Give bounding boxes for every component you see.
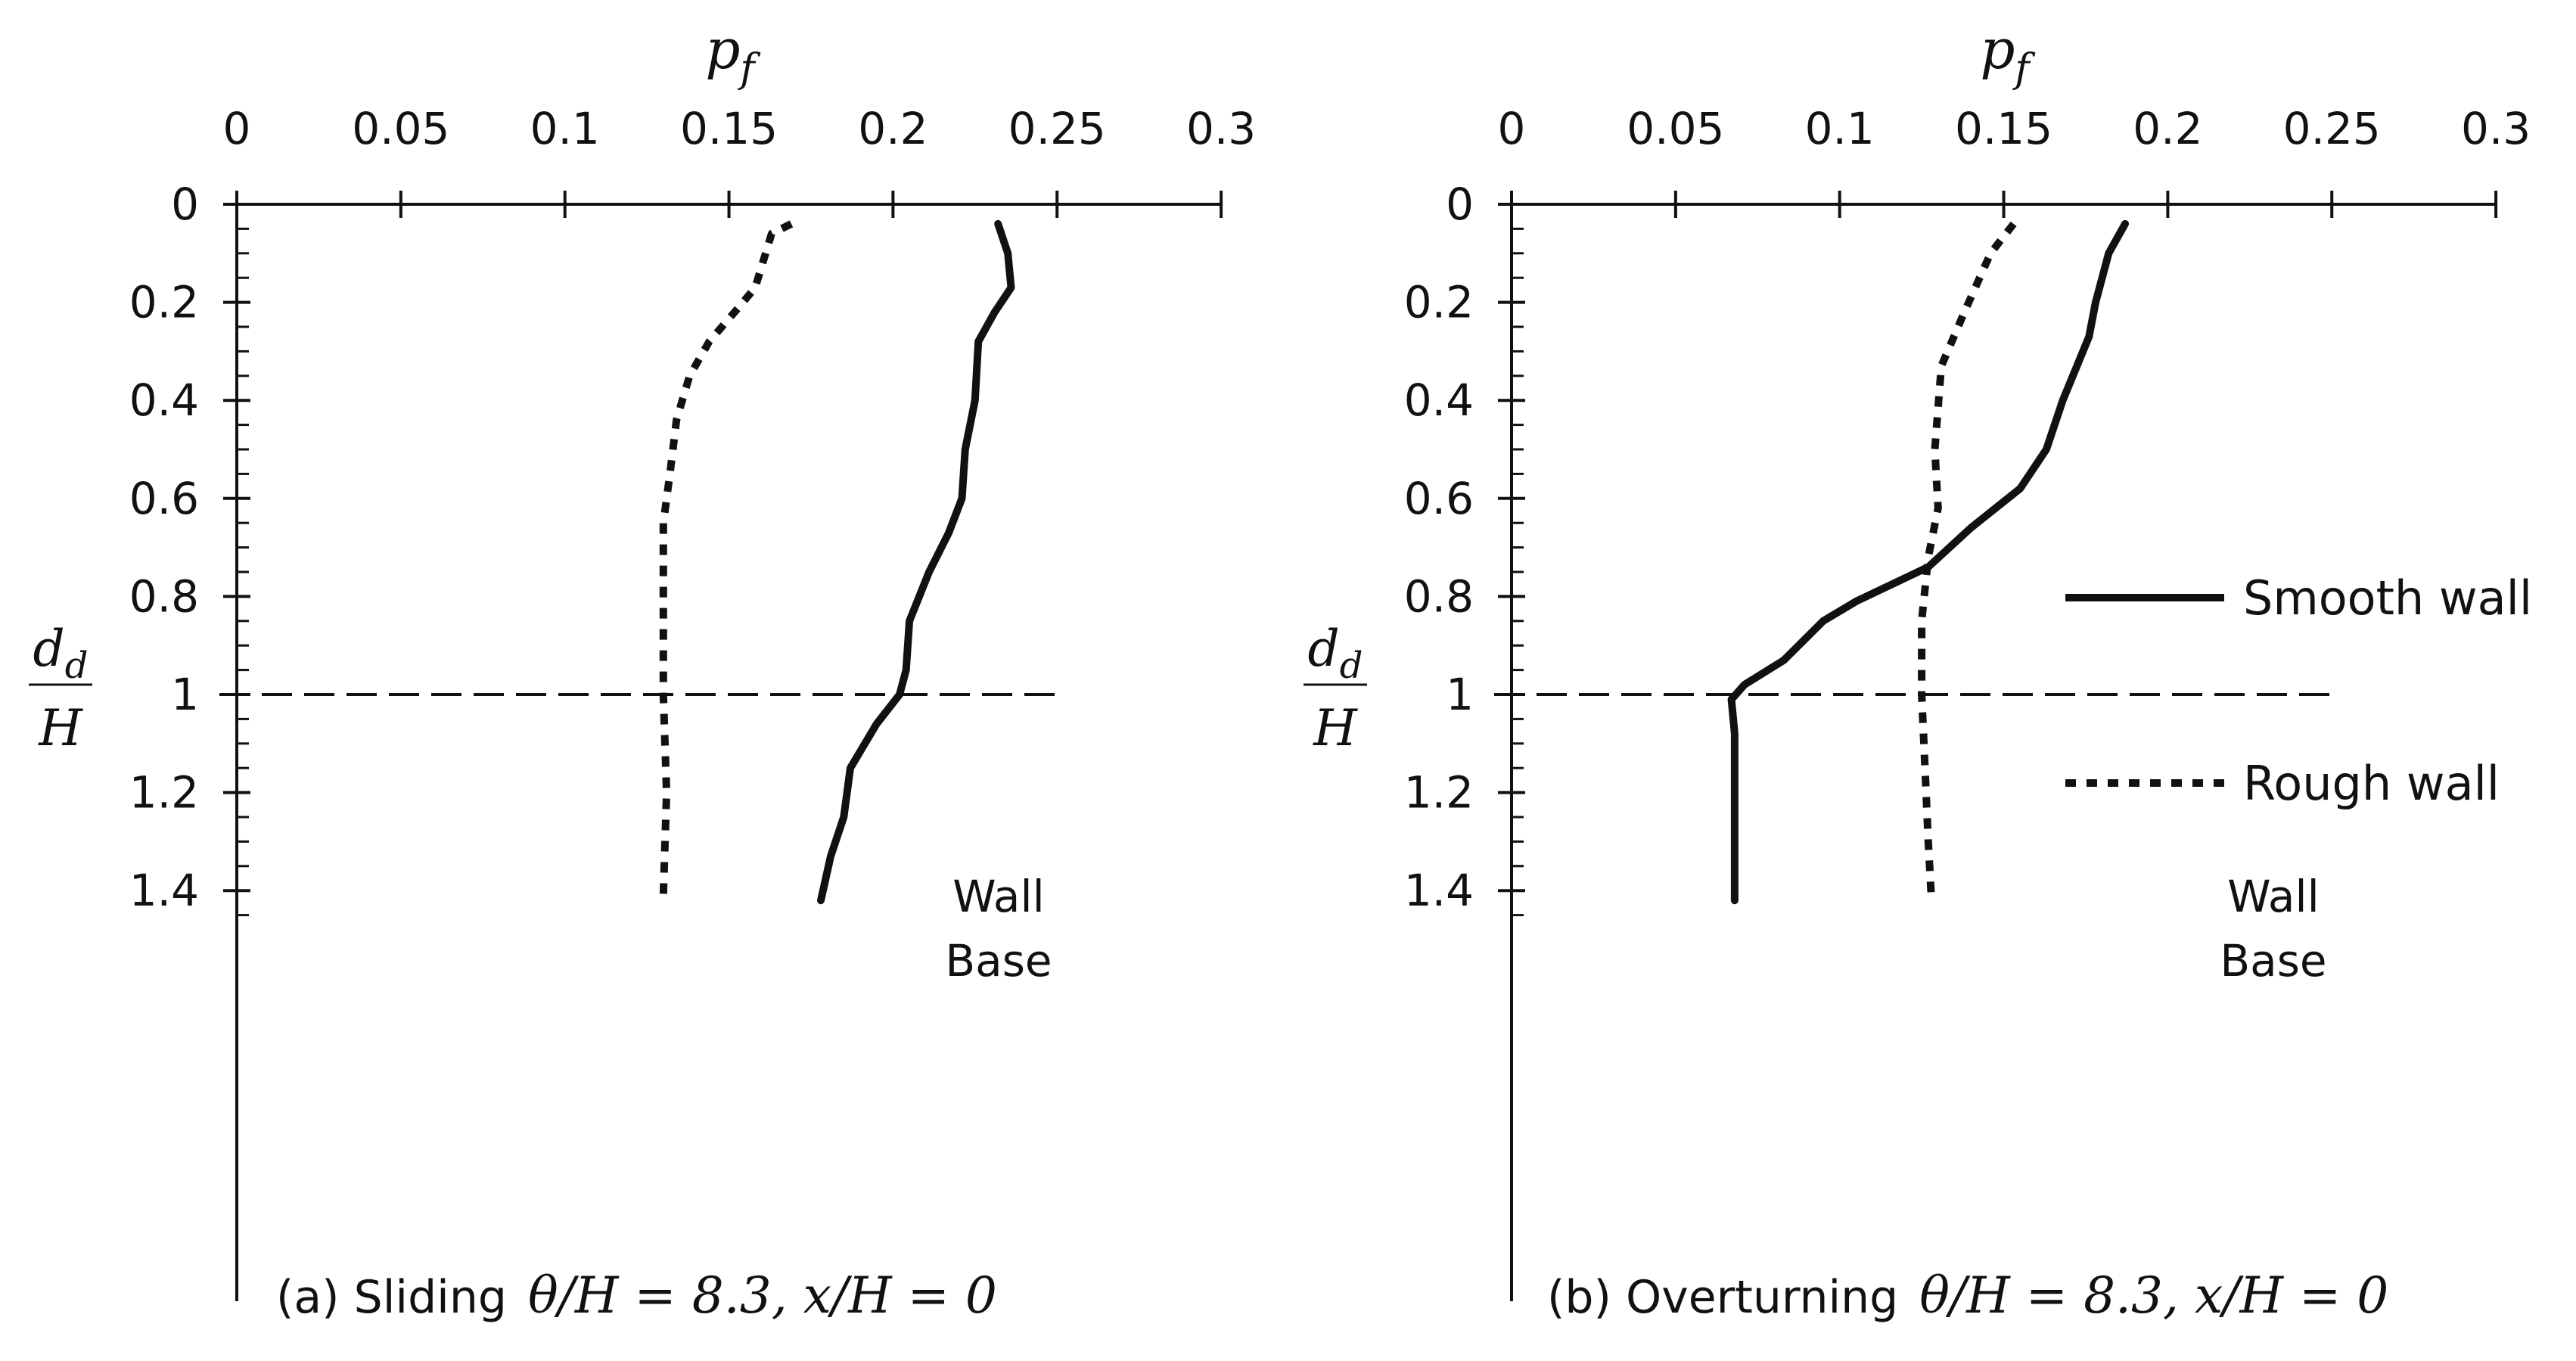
x-tick-label: 0.25 <box>2283 103 2381 154</box>
y-tick-label: 0.2 <box>129 277 199 328</box>
series-smooth-wall <box>1727 219 2129 905</box>
y-tick-label: 0.8 <box>1404 570 1474 622</box>
y-tick-label: 1 <box>1446 669 1474 720</box>
x-tick-label: 0.05 <box>352 103 449 154</box>
y-tick-label: 0 <box>171 179 199 230</box>
wall-label: Wall <box>2227 871 2319 922</box>
x-tick-label: 0.1 <box>530 103 600 154</box>
series-smooth-wall <box>817 219 1015 905</box>
y-tick-label: 0.4 <box>129 374 199 426</box>
caption-prefix: (a) Sliding <box>276 1271 507 1324</box>
x-tick-label: 0.05 <box>1627 103 1724 154</box>
y-tick-label: 1.2 <box>129 767 199 819</box>
x-tick-label: 0.3 <box>2461 103 2531 154</box>
y-tick-label: 0.2 <box>1404 277 1474 328</box>
x-tick-label: 0.3 <box>1186 103 1256 154</box>
legend-label-smooth-wall: Smooth wall <box>2243 570 2532 626</box>
x-tick-label: 0 <box>223 103 251 154</box>
caption-formula: θ/H = 8.3, x/H = 0 <box>1919 1266 2388 1325</box>
y-tick-label: 0.4 <box>1404 374 1474 426</box>
y-axis-label-numerator: dd <box>1308 620 1363 687</box>
series-rough-wall <box>659 220 794 896</box>
caption-formula: θ/H = 8.3, x/H = 0 <box>528 1266 997 1325</box>
panel-overturning: 0 0.05 0.1 0.15 0.2 0.25 0.3 0 0.2 0.4 0.6 0.8 1 1.2 1… <box>1304 17 2532 1325</box>
x-tick-label: 0.25 <box>1008 103 1106 154</box>
wall-label: Wall <box>952 871 1044 922</box>
panel-caption: (a) Sliding θ/H = 8.3, x/H = 0 <box>276 1266 997 1325</box>
panel-sliding: 0 0.05 0.1 0.15 0.2 0.25 0.3 0 0.2 0.4 0.6 0.8 1 1.2 1… <box>29 17 1256 1325</box>
x-axis-label: pf <box>705 17 760 92</box>
y-tick-label: 0.8 <box>129 570 199 622</box>
y-tick-label: 1 <box>171 669 199 720</box>
y-tick-label: 0.6 <box>1404 473 1474 524</box>
y-axis-label-denominator: H <box>1313 699 1358 757</box>
x-tick-label: 0.15 <box>1955 103 2052 154</box>
panel-caption: (b) Overturning θ/H = 8.3, x/H = 0 <box>1547 1266 2388 1325</box>
y-tick-label: 1.4 <box>129 865 199 916</box>
y-tick-label: 0 <box>1446 179 1474 230</box>
x-axis-label: pf <box>1980 17 2035 92</box>
base-label: Base <box>2220 935 2326 987</box>
x-tick-label: 0.1 <box>1805 103 1875 154</box>
series-rough-wall <box>1918 221 2017 901</box>
x-tick-label: 0.2 <box>858 103 928 154</box>
y-tick-label: 1.2 <box>1404 767 1474 819</box>
caption-prefix: (b) Overturning <box>1547 1271 1898 1324</box>
y-tick-label: 0.6 <box>129 473 199 524</box>
x-tick-label: 0.15 <box>680 103 778 154</box>
base-label: Base <box>945 935 1052 987</box>
y-axis-label-denominator: H <box>38 699 83 757</box>
y-tick-label: 1.4 <box>1404 865 1474 916</box>
y-axis-label-numerator: dd <box>33 620 89 687</box>
x-tick-label: 0 <box>1498 103 1526 154</box>
x-tick-label: 0.2 <box>2133 103 2202 154</box>
legend-label-rough-wall: Rough wall <box>2243 756 2500 811</box>
